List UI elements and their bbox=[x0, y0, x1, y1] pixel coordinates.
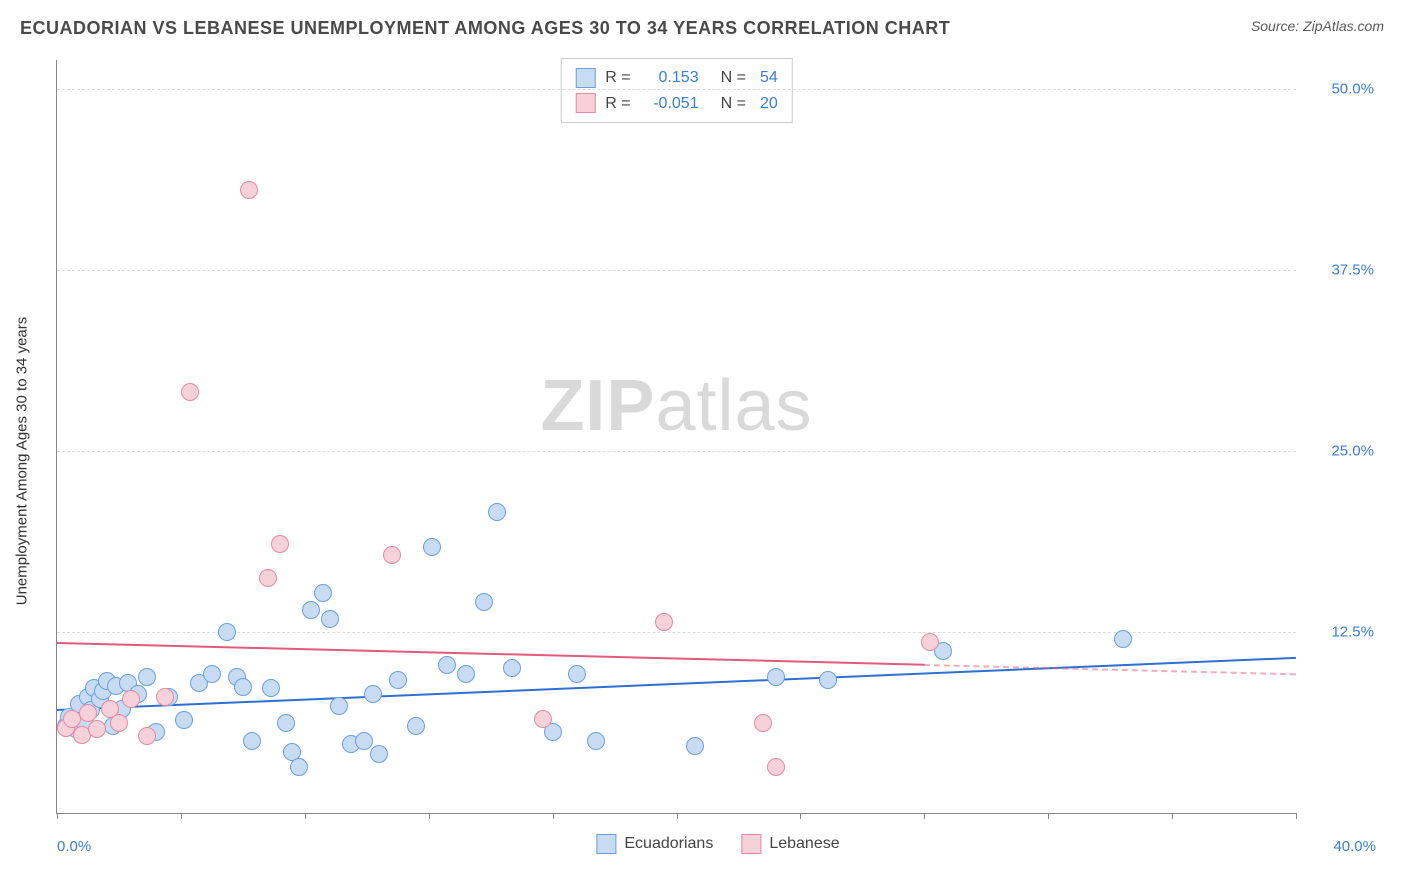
x-tick bbox=[1296, 813, 1297, 819]
x-tick bbox=[677, 813, 678, 819]
r-value: -0.051 bbox=[641, 91, 699, 117]
scatter-point bbox=[655, 613, 673, 631]
n-label: N = bbox=[721, 65, 746, 91]
n-label: N = bbox=[721, 91, 746, 117]
scatter-point bbox=[240, 181, 258, 199]
scatter-point bbox=[203, 665, 221, 683]
scatter-point bbox=[457, 665, 475, 683]
scatter-point bbox=[321, 610, 339, 628]
scatter-point bbox=[370, 745, 388, 763]
scatter-point bbox=[754, 714, 772, 732]
scatter-point bbox=[767, 758, 785, 776]
legend-swatch bbox=[575, 93, 595, 113]
watermark-bold: ZIP bbox=[540, 366, 655, 446]
legend-label: Ecuadorians bbox=[624, 835, 713, 853]
x-tick bbox=[429, 813, 430, 819]
watermark-rest: atlas bbox=[655, 366, 812, 446]
scatter-point bbox=[259, 569, 277, 587]
scatter-point bbox=[587, 732, 605, 750]
scatter-point bbox=[330, 697, 348, 715]
r-value: 0.153 bbox=[641, 65, 699, 91]
chart-container: Unemployment Among Ages 30 to 34 years Z… bbox=[50, 60, 1386, 862]
gridline bbox=[57, 270, 1296, 271]
chart-title: ECUADORIAN VS LEBANESE UNEMPLOYMENT AMON… bbox=[20, 18, 950, 39]
scatter-point bbox=[110, 714, 128, 732]
y-tick-label: 50.0% bbox=[1331, 80, 1374, 97]
scatter-point bbox=[138, 727, 156, 745]
correlation-stats-box: R = 0.153 N = 54 R = -0.051 N = 20 bbox=[560, 58, 792, 123]
x-tick bbox=[553, 813, 554, 819]
legend-item: Ecuadorians bbox=[596, 834, 713, 854]
x-tick bbox=[1048, 813, 1049, 819]
y-tick-label: 37.5% bbox=[1331, 261, 1374, 278]
scatter-point bbox=[138, 668, 156, 686]
stats-row: R = 0.153 N = 54 bbox=[575, 65, 777, 91]
watermark: ZIPatlas bbox=[540, 365, 812, 447]
x-tick bbox=[1172, 813, 1173, 819]
scatter-point bbox=[290, 758, 308, 776]
scatter-point bbox=[277, 714, 295, 732]
scatter-point bbox=[389, 671, 407, 689]
legend-item: Lebanese bbox=[741, 834, 839, 854]
scatter-point bbox=[262, 679, 280, 697]
legend-swatch bbox=[596, 834, 616, 854]
scatter-point bbox=[488, 503, 506, 521]
scatter-point bbox=[423, 538, 441, 556]
source-attribution: Source: ZipAtlas.com bbox=[1251, 18, 1384, 34]
scatter-point bbox=[234, 678, 252, 696]
x-tick bbox=[924, 813, 925, 819]
x-tick bbox=[305, 813, 306, 819]
n-value: 54 bbox=[760, 65, 778, 91]
scatter-point bbox=[568, 665, 586, 683]
scatter-point bbox=[921, 633, 939, 651]
series-legend: Ecuadorians Lebanese bbox=[596, 834, 839, 854]
scatter-point bbox=[819, 671, 837, 689]
scatter-point bbox=[407, 717, 425, 735]
scatter-point bbox=[156, 688, 174, 706]
x-axis-min-label: 0.0% bbox=[57, 838, 91, 855]
stats-row: R = -0.051 N = 20 bbox=[575, 91, 777, 117]
scatter-point bbox=[438, 656, 456, 674]
trend-line bbox=[57, 642, 924, 666]
scatter-point bbox=[181, 383, 199, 401]
scatter-point bbox=[218, 623, 236, 641]
r-label: R = bbox=[605, 65, 630, 91]
scatter-point bbox=[271, 535, 289, 553]
scatter-point bbox=[503, 659, 521, 677]
scatter-point bbox=[175, 711, 193, 729]
gridline bbox=[57, 632, 1296, 633]
scatter-point bbox=[355, 732, 373, 750]
scatter-point bbox=[383, 546, 401, 564]
x-tick bbox=[800, 813, 801, 819]
x-tick bbox=[181, 813, 182, 819]
scatter-point bbox=[686, 737, 704, 755]
scatter-point bbox=[475, 593, 493, 611]
gridline bbox=[57, 451, 1296, 452]
x-axis-max-label: 40.0% bbox=[1333, 838, 1376, 855]
gridline bbox=[57, 89, 1296, 90]
scatter-point bbox=[302, 601, 320, 619]
scatter-point bbox=[1114, 630, 1132, 648]
scatter-point bbox=[88, 720, 106, 738]
n-value: 20 bbox=[760, 91, 778, 117]
legend-swatch bbox=[575, 68, 595, 88]
scatter-point bbox=[243, 732, 261, 750]
scatter-point bbox=[364, 685, 382, 703]
legend-swatch bbox=[741, 834, 761, 854]
scatter-point bbox=[534, 710, 552, 728]
r-label: R = bbox=[605, 91, 630, 117]
scatter-point bbox=[314, 584, 332, 602]
y-tick-label: 25.0% bbox=[1331, 442, 1374, 459]
x-tick bbox=[57, 813, 58, 819]
y-axis-label: Unemployment Among Ages 30 to 34 years bbox=[14, 317, 31, 606]
scatter-point bbox=[767, 668, 785, 686]
y-tick-label: 12.5% bbox=[1331, 623, 1374, 640]
legend-label: Lebanese bbox=[769, 835, 839, 853]
plot-area: ZIPatlas R =0.153N =54R =-0.051N =20 0.0… bbox=[56, 60, 1296, 814]
scatter-point bbox=[122, 690, 140, 708]
